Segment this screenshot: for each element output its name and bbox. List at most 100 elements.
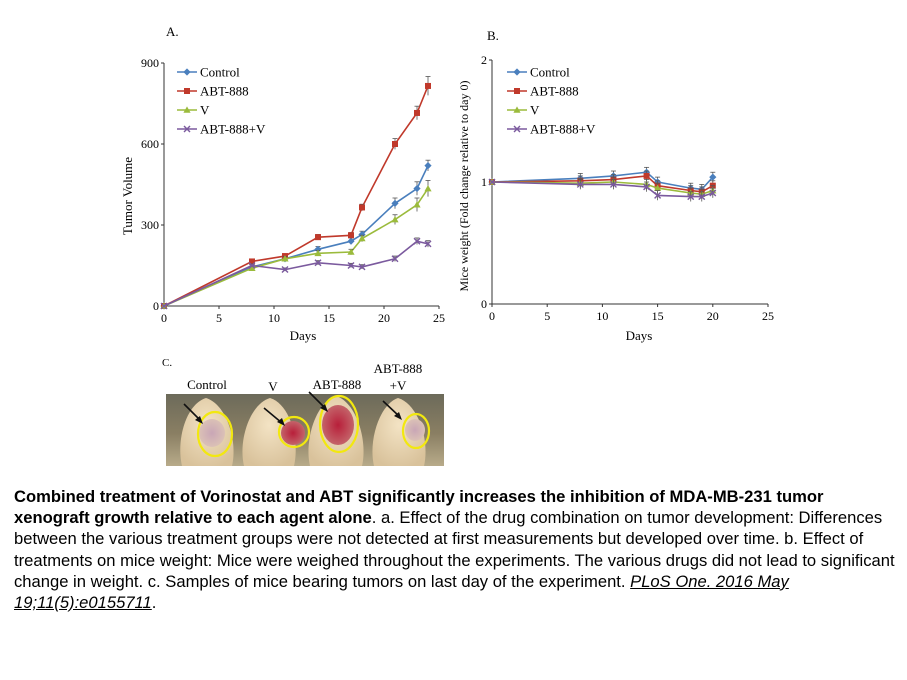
- chart-a-legend-item-v: V: [177, 103, 210, 118]
- citation-link[interactable]: PLoS One. 2016 May 19;11(5):e0155711: [14, 571, 789, 613]
- chart-b-legend-item-abt-888-label: ABT-888: [530, 84, 579, 99]
- mouse-label-combo-line2: +V: [390, 378, 407, 393]
- chart-a-legend-item-control: Control: [177, 65, 240, 80]
- chart-b-series-abt-888-v-point-6-b: [698, 193, 706, 201]
- chart-b-legend-item-abt-888-v: ABT-888+V: [507, 122, 596, 137]
- chart-b-series-abt-888-v-point-3: [643, 183, 651, 191]
- chart-b-x-tick-label-4: 20: [707, 309, 719, 323]
- chart-a-series-control-point-6: [391, 199, 399, 207]
- chart-b-legend-item-v-label: V: [530, 103, 540, 118]
- panel-c-label: C.: [162, 357, 172, 369]
- chart-a-series-abt-888-v-point-0-b: [160, 302, 168, 310]
- panel-b-label: B.: [487, 28, 499, 43]
- chart-a-legend-item-control-label: Control: [200, 65, 240, 80]
- chart-a-series-abt-888-v-point-5: [358, 263, 366, 271]
- chart-a-series-abt-888-v-point-0: [160, 302, 168, 310]
- chart-a-series-abt-888-v-point-7: [413, 237, 421, 245]
- chart-b-series-abt-888-v-point-6: [698, 193, 706, 201]
- chart-a-legend-item-v-marker: [183, 106, 191, 113]
- caption-end: .: [151, 593, 157, 613]
- figure-caption: Combined treatment of Vorinostat and ABT…: [14, 486, 902, 613]
- chart-b-x-tick-label-3: 15: [652, 309, 664, 323]
- chart-b-y-tick-label-0: 0: [481, 297, 487, 311]
- chart-a-series-abt-888-v-point-6-b: [391, 255, 399, 263]
- chart-a-x-tick-label-3: 15: [323, 311, 335, 325]
- chart-a-series-abt-888-v-point-5-b: [358, 263, 366, 271]
- chart-b-series-abt-888-point-3: [643, 172, 650, 179]
- chart-a-series-abt-888-v-point-6: [391, 255, 399, 263]
- chart-a-x-axis-label: Days: [290, 328, 317, 343]
- chart-a-series-control-line: [163, 165, 429, 307]
- caption-title: Combined treatment of Vorinostat and ABT…: [14, 487, 824, 528]
- mouse-abt888-v: [372, 398, 431, 466]
- chart-a-series-abt-888-v-point-1-b: [248, 262, 256, 269]
- chart-b-series-abt-888-v-point-7: [709, 189, 717, 197]
- chart-a-series-abt-888-v-point-3-b: [314, 259, 322, 267]
- chart-a-series: [160, 76, 432, 310]
- chart-b-x-tick-label-1: 5: [544, 309, 550, 323]
- chart-a-series-abt-888-point-1: [249, 258, 255, 265]
- chart-a-x-tick-label-1: 5: [216, 311, 222, 325]
- chart-b-series-abt-888-v-point-0: [488, 178, 496, 186]
- chart-a-series-abt-888-v-point-2: [281, 266, 289, 274]
- chart-a-series-control-point-3: [314, 245, 322, 253]
- chart-a-series-v-point-4: [347, 248, 355, 255]
- chart-b-series-abt-888-v-point-1: [576, 180, 584, 188]
- chart-a-series-v-point-7: [413, 201, 421, 208]
- caption-text: . a. Effect of the drug combination on t…: [14, 508, 895, 591]
- chart-b-legend-item-abt-888-v-label: ABT-888+V: [530, 122, 596, 137]
- chart-b-series-abt-888-v-point-0-b: [488, 178, 496, 186]
- chart-a-x-tick-label-4: 20: [378, 311, 390, 325]
- chart-a-series-abt-888-point-8: [425, 82, 431, 89]
- mouse-label-combo-line1: ABT-888: [374, 361, 423, 376]
- chart-a-series-abt-888-v-point-8-b: [424, 240, 432, 248]
- mouse-v: [242, 398, 311, 466]
- chart-a-legend-item-abt-888-v: ABT-888+V: [177, 122, 266, 137]
- tumor-circle-abt888: [318, 394, 360, 454]
- chart-b-series: [488, 166, 717, 202]
- chart-a-series-abt-888-v-point-4: [347, 262, 355, 269]
- chart-a-series-abt-888-v-point-7-b: [413, 237, 421, 245]
- chart-b-legend-item-control-label: Control: [530, 65, 570, 80]
- tumor-circle-v: [277, 415, 311, 449]
- chart-a-legend-item-abt-888-v-marker-b: [183, 125, 191, 133]
- chart-a-legend-item-abt-888: ABT-888: [177, 84, 249, 99]
- chart-b-legend-item-v-marker: [513, 106, 521, 113]
- chart-b-x-tick-label-2: 10: [596, 309, 608, 323]
- chart-b-x-tick-label-0: 0: [489, 309, 495, 323]
- chart-b-x-tick-label-5: 25: [762, 309, 774, 323]
- chart-a-series-v-point-1: [248, 264, 256, 271]
- chart-b-y-axis-label: Mice weight (Fold change relative to day…: [457, 81, 471, 292]
- chart-a-x-tick-label-0: 0: [161, 311, 167, 325]
- chart-b-series-abt-888-v-point-2: [609, 180, 617, 188]
- chart-b-series-abt-888-v-point-4-b: [654, 191, 662, 199]
- chart-a-legend-item-abt-888-v-marker: [183, 125, 191, 133]
- chart-a-series-abt-888-v-point-2-b: [281, 266, 289, 274]
- chart-b-series-v-point-4: [654, 184, 662, 191]
- chart-a-series-abt-888-point-6: [392, 141, 398, 147]
- chart-a-legend: Control ABT-888 V ABT-888+V: [177, 65, 266, 137]
- chart-a-series-abt-888-v-point-3: [314, 259, 322, 267]
- chart-a-tumor-volume: A. Tumor Volume Days 0 5 10 15 20 25 0 300 600 90…: [120, 24, 445, 343]
- chart-b-mice-weight: B. Mice weight (Fold change relative to …: [457, 28, 774, 343]
- chart-a-series-v-point-6: [391, 216, 399, 223]
- chart-a-series-abt-888-v-line: [163, 240, 429, 307]
- chart-b-series-abt-888-v-point-2-b: [609, 180, 617, 188]
- chart-a-series-abt-888-point-5: [359, 204, 365, 211]
- panel-a-label: A.: [166, 24, 179, 39]
- chart-a-x-tick-label-5: 25: [433, 311, 445, 325]
- chart-a-axes: 0 5 10 15 20 25 0 300 600 900: [141, 56, 445, 325]
- chart-a-legend-item-abt-888-label: ABT-888: [200, 84, 249, 99]
- chart-a-legend-item-control-marker: [183, 68, 191, 76]
- chart-b-legend-item-abt-888-v-marker: [513, 125, 521, 133]
- mouse-label-abt888: ABT-888: [313, 377, 362, 392]
- chart-a-series-control-point-7: [413, 184, 421, 193]
- chart-a-series-abt-888-point-4: [348, 232, 354, 239]
- chart-a-legend-item-abt-888-marker: [184, 88, 190, 94]
- chart-a-series-abt-888-v-point-1: [248, 262, 256, 269]
- chart-a-series-abt-888-line: [163, 85, 429, 307]
- chart-b-series-abt-888-v-point-7-b: [709, 189, 717, 197]
- chart-a-series-control-point-8: [424, 162, 432, 170]
- chart-b-series-abt-888-v-point-1-b: [576, 180, 584, 188]
- chart-b-series-abt-888-v-point-5-b: [687, 193, 695, 201]
